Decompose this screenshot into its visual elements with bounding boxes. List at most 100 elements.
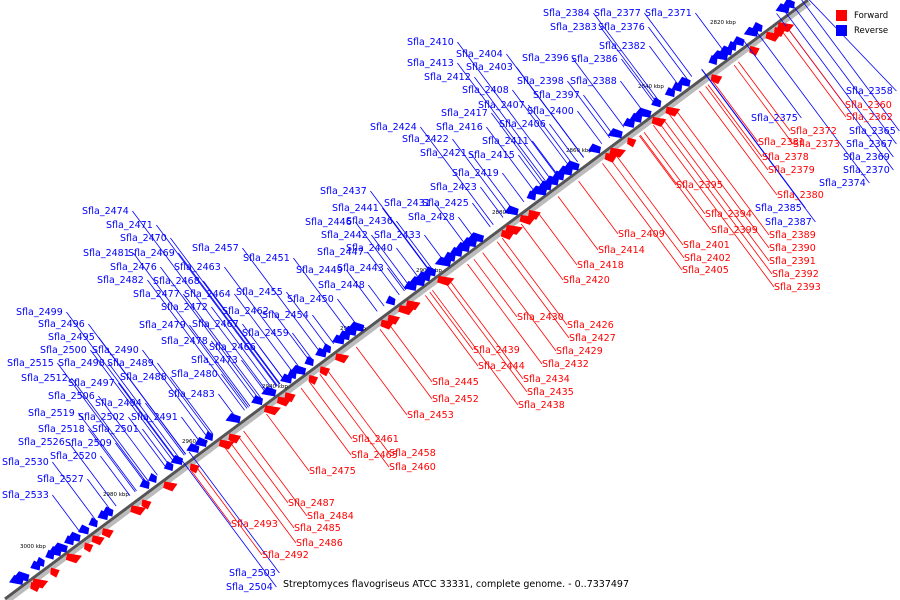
- gene-label: Sfla_2365: [849, 126, 896, 137]
- leader-line: [733, 64, 794, 145]
- gene-label: Sfla_2398: [517, 76, 564, 87]
- reverse-gene: [163, 461, 174, 472]
- gene-label: Sfla_2491: [131, 412, 178, 423]
- gene-label: Sfla_2373: [793, 139, 840, 150]
- leader-line: [181, 416, 202, 444]
- reverse-gene: [732, 36, 745, 47]
- leader-line: [593, 12, 660, 102]
- gene-label: Sfla_2380: [777, 190, 824, 201]
- forward-gene: [505, 224, 523, 235]
- gene-label: Sfla_2404: [456, 49, 503, 60]
- leader-line: [368, 284, 385, 307]
- leader-line: [387, 267, 405, 292]
- gene-label: Sfla_2394: [705, 209, 752, 220]
- leader-line: [528, 104, 574, 166]
- gene-label: Sfla_2498: [58, 358, 105, 369]
- leader-line: [653, 125, 775, 288]
- gene-label: Sfla_2422: [402, 134, 449, 145]
- forward-gene: [437, 275, 455, 286]
- leader-line: [223, 445, 297, 544]
- gene-label: Sfla_2417: [441, 108, 488, 119]
- leader-line: [425, 295, 479, 367]
- gene-label: Sfla_2383: [550, 22, 597, 33]
- gene-label: Sfla_2447: [317, 247, 364, 258]
- tick-label: 2840 kbp: [638, 84, 664, 90]
- forward-gene: [665, 106, 681, 117]
- reverse-gene: [225, 413, 241, 424]
- gene-label: Sfla_2485: [294, 523, 341, 534]
- leader-line: [241, 359, 267, 395]
- forward-gene: [749, 45, 760, 56]
- leader-line: [180, 457, 277, 588]
- gene-label: Sfla_2457: [192, 243, 239, 254]
- leader-line: [221, 373, 248, 409]
- gene-label: Sfla_2489: [107, 358, 154, 369]
- leader-line: [699, 90, 778, 196]
- reverse-gene: [148, 472, 157, 483]
- forward-gene: [405, 300, 421, 311]
- gene-label: Sfla_2410: [407, 37, 454, 48]
- gene-label: Sfla_2492: [262, 550, 309, 561]
- gene-label: Sfla_2453: [407, 410, 454, 421]
- leader-line: [424, 234, 445, 262]
- gene-label: Sfla_2397: [533, 90, 580, 101]
- leader-line: [780, 29, 847, 118]
- gene-label: Sfla_2471: [106, 220, 153, 231]
- gene-label: Sfla_2462: [222, 306, 269, 317]
- gene-label: Sfla_2430: [517, 312, 564, 323]
- gene-label: Sfla_2481: [83, 248, 130, 259]
- reverse-gene: [563, 160, 580, 171]
- gene-label: Sfla_2443: [337, 263, 384, 274]
- gene-label: Sfla_2416: [436, 122, 483, 133]
- gene-label: Sfla_2409: [618, 229, 665, 240]
- gene-label: Sfla_2472: [161, 302, 208, 313]
- gene-label: Sfla_2439: [473, 345, 520, 356]
- gene-label: Sfla_2450: [287, 294, 334, 305]
- gene-label: Sfla_2414: [598, 245, 645, 256]
- tick-label: 2820 kbp: [710, 20, 736, 26]
- leader-line: [370, 190, 431, 272]
- forward-gene: [609, 147, 626, 158]
- reverse-gene: [186, 443, 200, 454]
- leader-line: [518, 154, 544, 189]
- leader-line: [420, 126, 494, 226]
- gene-label: Sfla_2454: [262, 310, 309, 321]
- gene-label: Sfla_2367: [846, 139, 893, 150]
- leader-line: [785, 25, 846, 106]
- reverse-gene: [322, 343, 332, 354]
- leader-line: [790, 2, 897, 145]
- leader-line: [293, 257, 350, 333]
- leader-line: [118, 382, 177, 462]
- gene-label: Sfla_2461: [352, 434, 399, 445]
- gene-label: Sfla_2446: [305, 217, 352, 228]
- leader-line: [266, 413, 310, 472]
- leader-line: [286, 291, 329, 349]
- gene-label: Sfla_2509: [65, 438, 112, 449]
- gene-label: Sfla_2495: [48, 332, 95, 343]
- gene-label: Sfla_2479: [139, 320, 186, 331]
- gene-label: Sfla_2384: [543, 8, 590, 19]
- leader-line: [447, 278, 524, 380]
- gene-label: Sfla_2408: [462, 85, 509, 96]
- leader-line: [98, 395, 158, 476]
- gene-label: Sfla_2494: [95, 398, 142, 409]
- leader-line: [457, 41, 559, 177]
- leader-line: [614, 153, 684, 246]
- gene-label: Sfla_2445: [432, 377, 479, 388]
- leader-line: [195, 466, 263, 556]
- reverse-gene: [607, 128, 623, 139]
- leader-line: [434, 202, 467, 246]
- gene-label: Sfla_2444: [478, 361, 525, 372]
- gene-label: Sfla_2403: [466, 62, 513, 73]
- leader-line: [808, 0, 897, 92]
- forward-gene: [130, 505, 147, 516]
- forward-gene: [65, 553, 83, 564]
- gene-label: Sfla_2393: [774, 282, 821, 293]
- leader-line: [243, 430, 308, 517]
- gene-label: Sfla_2387: [765, 217, 812, 228]
- leader-line: [583, 94, 614, 136]
- reverse-gene: [751, 22, 763, 33]
- gene-label: Sfla_2480: [171, 369, 218, 380]
- leader-line: [549, 123, 578, 163]
